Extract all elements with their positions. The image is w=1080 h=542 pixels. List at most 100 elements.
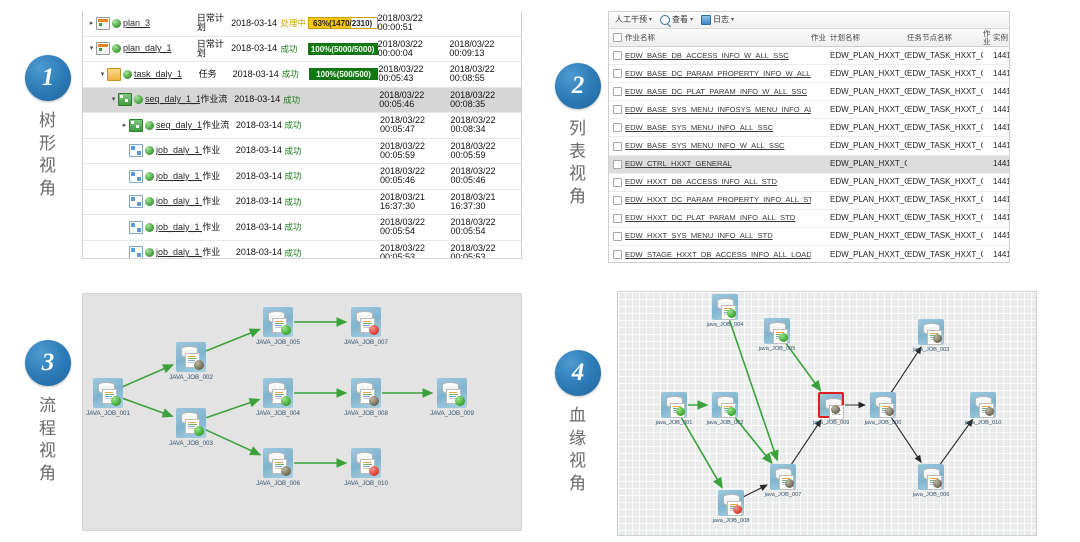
checkbox-icon[interactable] — [612, 123, 622, 133]
tree-node-link[interactable]: task_daly_1 — [134, 68, 183, 79]
row-checkbox-cell[interactable] — [609, 51, 625, 61]
cell-job-name[interactable]: EDW_HXXT_DC_PLAT_PARAM_INFO_ALL_STD — [625, 214, 811, 222]
row-checkbox-cell[interactable] — [609, 177, 625, 187]
tree-node-link[interactable]: job_daly_1_2 — [156, 196, 202, 207]
table-row[interactable]: EDW_BASE_DB_ACCESS_INFO_W_ALL_SSC EDW_PLA… — [609, 47, 1009, 66]
table-row[interactable]: EDW_STAGE_HXXT_DB_ACCESS_INFO_ALL_LOAD ED… — [609, 246, 1009, 262]
chevron-down-icon[interactable]: ▾ — [690, 17, 694, 23]
chevron-down-icon[interactable]: ▾ — [731, 17, 735, 23]
col-header-plan-name[interactable]: 计划名称 — [830, 33, 860, 42]
row-checkbox-cell[interactable] — [609, 123, 625, 133]
job-name-link[interactable]: EDW_HXXT_DC_PARAM_PROPERTY_INFO_ALL_STD — [625, 196, 811, 205]
tree-node-link[interactable]: job_daly_1_1 — [156, 145, 202, 156]
col-header-instance[interactable]: 实例 — [993, 32, 1008, 42]
lineage-view-canvas[interactable]: java_JOB_004 java_JOB_005 java_JOB_003 java… — [617, 291, 1037, 536]
tree-row-name-cell[interactable]: ▾ task_daly_1 — [83, 67, 199, 81]
table-row[interactable]: EDW_BASE_DC_PARAM_PROPERTY_INFO_W_ALL_SS… — [609, 65, 1009, 84]
tree-row-name-cell[interactable]: job_daly_1_3 — [83, 220, 202, 234]
job-name-link[interactable]: EDW_BASE_DB_ACCESS_INFO_W_ALL_SSC — [625, 51, 789, 60]
graph-node[interactable]: JAVA_JOB_008 — [344, 378, 388, 417]
job-name-link[interactable]: EDW_STAGE_HXXT_DB_ACCESS_INFO_ALL_LOAD — [625, 250, 811, 259]
table-row[interactable]: EDW_HXXT_SYS_MENU_INFO_ALL_STD EDW_PLAN_H… — [609, 228, 1009, 247]
flow-view-canvas[interactable]: JAVA_JOB_001 JAVA_JOB_002 JAVA_JOB_003 JAVA… — [82, 293, 522, 531]
tree-row[interactable]: ▾ task_daly_1 任务 2018-03-14 成功 100%(500/500) 2… — [83, 62, 521, 88]
cell-job-name[interactable]: EDW_STAGE_HXXT_DB_ACCESS_INFO_ALL_LOAD — [625, 251, 811, 259]
graph-node[interactable]: java_JOB_007 — [765, 464, 801, 498]
graph-node[interactable]: JAVA_JOB_007 — [344, 307, 388, 346]
node-box[interactable] — [818, 392, 844, 420]
graph-node[interactable]: java_JOB_000 — [865, 392, 901, 426]
toolbar-button-log[interactable]: 日志 ▾ — [701, 15, 734, 25]
node-box[interactable] — [764, 318, 790, 344]
cell-job-name[interactable]: EDW_CTRL_HXXT_GENERAL — [625, 160, 811, 168]
tree-twisty-icon[interactable]: ▸ — [89, 19, 94, 27]
tree-twisty-icon[interactable]: ▸ — [122, 121, 127, 129]
toolbar-button-hand[interactable]: 人工干预 ▾ — [615, 16, 652, 24]
node-box[interactable] — [918, 319, 944, 345]
node-box[interactable] — [661, 392, 687, 418]
tree-row-name-cell[interactable]: ▸ seq_daly_1_4 — [83, 118, 202, 132]
row-checkbox-cell[interactable] — [609, 231, 625, 241]
tree-row-name-cell[interactable]: ▸ plan_3 — [83, 16, 197, 30]
graph-node[interactable]: JAVA_JOB_010 — [344, 448, 388, 487]
node-box[interactable] — [970, 392, 996, 418]
table-row[interactable]: EDW_BASE_SYS_MENU_INFOSYS_MENU_INFO_ALL_… — [609, 101, 1009, 120]
table-row[interactable]: EDW_CTRL_HXXT_GENERAL EDW_PLAN_HXXT_GENER… — [609, 155, 1009, 174]
table-row[interactable]: EDW_BASE_SYS_MENU_INFO_ALL_SSC EDW_PLAN_H… — [609, 119, 1009, 138]
checkbox-icon[interactable] — [612, 69, 622, 79]
tree-row-name-cell[interactable]: ▾ seq_daly_1_1 — [83, 93, 201, 107]
chevron-down-icon[interactable]: ▾ — [649, 17, 653, 23]
job-name-link[interactable]: EDW_HXXT_DC_PLAT_PARAM_INFO_ALL_STD — [625, 214, 796, 223]
checkbox-icon[interactable] — [612, 250, 622, 260]
graph-node[interactable]: java_JOB_002 — [707, 392, 743, 426]
node-box[interactable] — [263, 378, 293, 408]
tree-row[interactable]: ▸ plan_3 日常计划 2018-03-14 处理中 63%(1470/2310) 20… — [83, 11, 521, 37]
cell-job-name[interactable]: EDW_HXXT_DB_ACCESS_INFO_ALL_STD — [625, 178, 811, 186]
list-toolbar[interactable]: 人工干预 ▾ 查看 ▾ 日志 ▾ — [609, 12, 1009, 29]
select-all-checkbox-cell[interactable] — [609, 33, 625, 42]
tree-row[interactable]: ▾ seq_daly_1_1 作业流 2018-03-14 成功 2018/03/22 0… — [83, 87, 521, 113]
row-checkbox-cell[interactable] — [609, 159, 625, 169]
tree-row-name-cell[interactable]: job_daly_1_4 — [83, 246, 202, 258]
cell-job-name[interactable]: EDW_BASE_SYS_MENU_INFOSYS_MENU_INFO_ALL_… — [625, 106, 811, 114]
node-box[interactable] — [351, 448, 381, 478]
node-box[interactable] — [351, 378, 381, 408]
toolbar-button-search[interactable]: 查看 ▾ — [660, 15, 693, 25]
node-box[interactable] — [712, 392, 738, 418]
tree-node-link[interactable]: job_daly_1_4 — [156, 247, 202, 258]
checkbox-icon[interactable] — [612, 141, 622, 151]
graph-node[interactable]: java_JOB_009 — [813, 392, 849, 426]
node-box[interactable] — [718, 490, 744, 516]
table-row[interactable]: EDW_HXXT_DC_PLAT_PARAM_INFO_ALL_STD EDW_P… — [609, 210, 1009, 228]
node-box[interactable] — [712, 294, 738, 320]
tree-row-name-cell[interactable]: ▾ plan_daly_1 — [83, 42, 197, 56]
job-name-link[interactable]: EDW_BASE_DC_PARAM_PROPERTY_INFO_W_ALL_SS… — [625, 69, 811, 78]
graph-node[interactable]: java_JOB_003 — [913, 319, 949, 353]
cell-job-name[interactable]: EDW_BASE_SYS_MENU_INFO_W_ALL_SSC — [625, 142, 811, 150]
checkbox-icon[interactable] — [612, 231, 622, 241]
table-row[interactable]: EDW_HXXT_DC_PARAM_PROPERTY_INFO_ALL_STD E… — [609, 192, 1009, 210]
row-checkbox-cell[interactable] — [609, 195, 625, 205]
checkbox-icon[interactable] — [612, 87, 622, 97]
graph-node[interactable]: JAVA_JOB_003 — [169, 408, 213, 447]
graph-node[interactable]: JAVA_JOB_001 — [86, 378, 130, 417]
job-name-link[interactable]: EDW_BASE_DC_PLAT_PARAM_INFO_W_ALL_SSC — [625, 87, 808, 96]
tree-node-link[interactable]: seq_daly_1_1 — [145, 94, 201, 105]
checkbox-icon[interactable] — [612, 105, 622, 115]
node-box[interactable] — [351, 307, 381, 337]
job-name-link[interactable]: EDW_HXXT_SYS_MENU_INFO_ALL_STD — [625, 232, 773, 241]
tree-node-link[interactable]: job_daly_1_10 — [156, 170, 202, 181]
tree-row-name-cell[interactable]: job_daly_1_1 — [83, 144, 202, 158]
col-header-job2[interactable]: 作业 — [983, 29, 991, 46]
checkbox-icon[interactable] — [612, 177, 622, 187]
checkbox-icon[interactable] — [612, 33, 622, 42]
checkbox-icon[interactable] — [612, 159, 622, 169]
cell-job-name[interactable]: EDW_BASE_DC_PARAM_PROPERTY_INFO_W_ALL_SS… — [625, 70, 811, 78]
node-box[interactable] — [263, 307, 293, 337]
graph-node[interactable]: JAVA_JOB_005 — [256, 307, 300, 346]
graph-node[interactable]: JAVA_JOB_006 — [256, 448, 300, 487]
